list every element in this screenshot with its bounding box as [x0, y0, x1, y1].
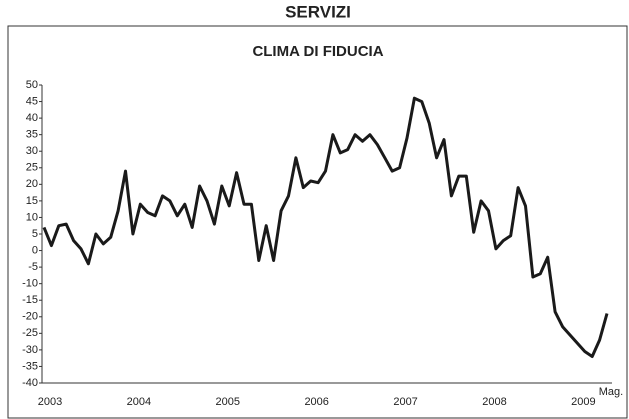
x-tick-label: 2009: [571, 396, 595, 408]
y-tick-label: 45: [26, 95, 38, 107]
chart-frame: [7, 25, 628, 419]
x-tick-label: 2004: [127, 396, 151, 408]
chart-title: SERVIZI: [285, 2, 351, 21]
y-tick-label: 0: [32, 244, 38, 256]
y-tick-label: 5: [32, 228, 38, 240]
y-tick-label: 25: [26, 162, 38, 174]
x-tick-label: 2007: [393, 396, 417, 408]
y-tick-label: -35: [22, 360, 38, 372]
y-tick-label: -30: [22, 344, 38, 356]
x-tick-label: 2008: [482, 396, 506, 408]
y-tick-label: 35: [26, 129, 38, 141]
y-tick-label: 20: [26, 178, 38, 190]
y-tick-label: -25: [22, 327, 38, 339]
x-tick-label: 2006: [304, 396, 328, 408]
y-tick-label: -10: [22, 278, 38, 290]
y-tick-label: -15: [22, 294, 38, 306]
y-tick-label: 30: [26, 145, 38, 157]
y-tick-label: -20: [22, 311, 38, 323]
y-tick-label: -40: [22, 377, 38, 389]
chart-subtitle: CLIMA DI FIDUCIA: [252, 43, 383, 60]
x-tick-label: 2005: [216, 396, 240, 408]
x-tick-label: Mag.: [599, 386, 623, 398]
y-tick-label: 50: [26, 79, 38, 91]
y-tick-label: 40: [26, 112, 38, 124]
y-tick-label: -5: [28, 261, 38, 273]
y-tick-label: 10: [26, 211, 38, 223]
y-tick-label: 15: [26, 195, 38, 207]
data-line: [42, 96, 609, 358]
x-tick-label: 2003: [38, 396, 62, 408]
